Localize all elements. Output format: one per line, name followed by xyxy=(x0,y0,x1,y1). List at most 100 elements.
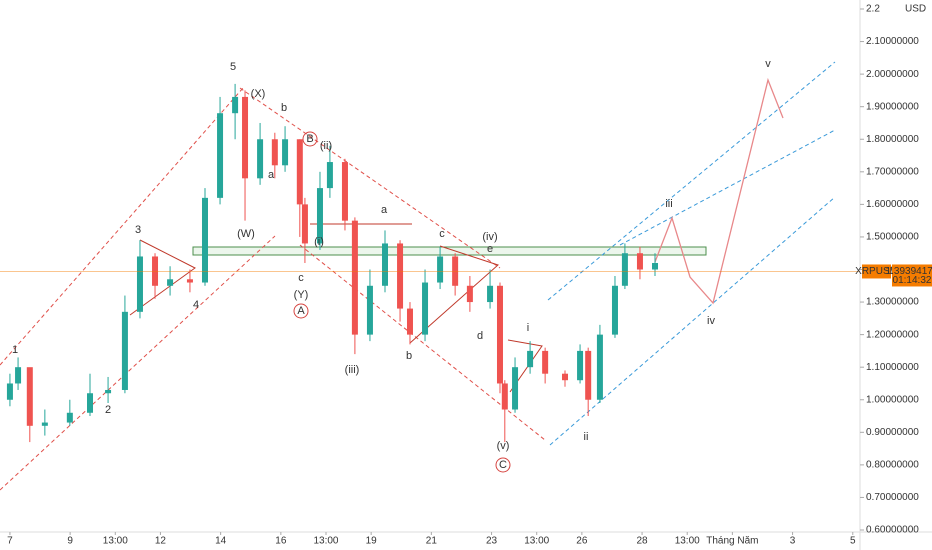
wave-label: (W) xyxy=(237,228,255,240)
wave-label: A xyxy=(297,305,305,317)
x-tick-label: 13:00 xyxy=(313,536,338,547)
wave-label: (iv) xyxy=(482,231,497,243)
x-tick-label: 13:00 xyxy=(103,536,128,547)
x-tick-label: 12 xyxy=(155,536,167,547)
y-tick-label: 1.60000000 xyxy=(866,199,919,210)
candle-body xyxy=(282,139,289,166)
candle-body xyxy=(397,243,404,309)
candle-body xyxy=(577,350,584,381)
candle-body xyxy=(257,139,264,179)
triangle xyxy=(507,339,543,393)
candle-body xyxy=(562,373,569,381)
y-tick-label: 1.20000000 xyxy=(866,329,919,340)
countdown-label: 01:14:32 xyxy=(893,275,932,286)
candle-body xyxy=(585,350,592,400)
candle-body xyxy=(366,285,373,335)
y-tick-label: 0.70000000 xyxy=(866,492,919,503)
y-tick-label: 1.70000000 xyxy=(866,166,919,177)
wave-label: iv xyxy=(707,315,715,327)
wave-label: 3 xyxy=(135,224,141,236)
y-tick-label: 1.80000000 xyxy=(866,134,919,145)
symbol-tag xyxy=(862,264,891,279)
last-price-label: 1.39394171 xyxy=(886,266,932,277)
channel-line xyxy=(547,61,836,301)
candle-body xyxy=(186,279,193,283)
wave-label: iii xyxy=(665,198,672,210)
annotation-circle xyxy=(293,303,309,319)
candle-body xyxy=(437,256,444,283)
candle-body xyxy=(542,350,549,374)
wave-label: e xyxy=(487,243,493,255)
x-tick-label: Tháng Năm xyxy=(706,536,758,547)
candle-body xyxy=(527,350,534,368)
wave-label: (v) xyxy=(497,440,510,452)
candle-body xyxy=(351,220,358,335)
channel-line xyxy=(619,129,836,246)
wave-label: b xyxy=(406,350,412,362)
candle-body xyxy=(167,279,174,286)
y-tick-label: 2.10000000 xyxy=(866,36,919,47)
candle-body xyxy=(341,162,348,221)
candle-body xyxy=(152,256,159,286)
wave-label: (Y) xyxy=(294,289,309,301)
candle-body xyxy=(41,422,48,426)
y-tick-label: 2.00000000 xyxy=(866,69,919,80)
x-tick-label: 14 xyxy=(215,536,227,547)
candle-body xyxy=(136,256,143,312)
wave-label: B xyxy=(306,133,313,145)
candle-body xyxy=(596,334,603,400)
candle-body xyxy=(296,139,303,205)
channel-line xyxy=(239,87,501,269)
wave-label: d xyxy=(477,330,483,342)
candle-body xyxy=(15,367,22,384)
candle-body xyxy=(26,367,33,426)
y-tick-label: 1.50000000 xyxy=(866,232,919,243)
currency-label: USD xyxy=(905,4,926,15)
projection-path xyxy=(654,77,784,305)
candle-body xyxy=(6,383,13,400)
x-tick-label: 5 xyxy=(850,536,856,547)
candle-body xyxy=(452,256,459,286)
candle-body xyxy=(316,188,323,244)
wave-label: 5 xyxy=(230,61,236,73)
candle-body xyxy=(242,96,249,179)
candle-body xyxy=(232,96,239,114)
candle-body xyxy=(326,162,333,189)
wave-label: b xyxy=(281,102,287,114)
wave-label: C xyxy=(499,459,507,471)
candle-body xyxy=(301,204,308,244)
candle-body xyxy=(381,243,388,286)
wave-label: (ii) xyxy=(320,140,332,152)
x-tick-label: 26 xyxy=(576,536,588,547)
candle-body xyxy=(611,285,618,335)
wave-label: 4 xyxy=(193,299,199,311)
triangle xyxy=(129,239,196,316)
candle-body xyxy=(512,367,519,410)
y-tick-label: 1.30000000 xyxy=(866,297,919,308)
candle-body xyxy=(105,389,112,394)
x-tick-label: 19 xyxy=(366,536,378,547)
triangle xyxy=(409,245,499,344)
candle-body xyxy=(496,285,503,384)
candle-body xyxy=(121,311,128,390)
wave-label: c xyxy=(439,228,445,240)
channel-line xyxy=(0,235,276,491)
wave-label: v xyxy=(765,58,771,70)
wave-label: (i) xyxy=(314,236,324,248)
wave-label: (X) xyxy=(251,88,266,100)
channel-line xyxy=(549,196,836,446)
candle-body xyxy=(217,113,224,198)
x-tick-label: 13:00 xyxy=(524,536,549,547)
candle-body xyxy=(636,253,643,270)
channel-line xyxy=(0,87,244,366)
candle-body xyxy=(422,282,429,335)
wave-label: (iii) xyxy=(345,364,360,376)
candle-body xyxy=(621,253,628,286)
drawings xyxy=(0,61,836,491)
zone-box xyxy=(192,246,707,256)
x-tick-label: 21 xyxy=(426,536,438,547)
wave-label: c xyxy=(298,272,304,284)
x-tick-label: 3 xyxy=(790,536,796,547)
symbol-label: XRPUSD xyxy=(855,266,897,277)
